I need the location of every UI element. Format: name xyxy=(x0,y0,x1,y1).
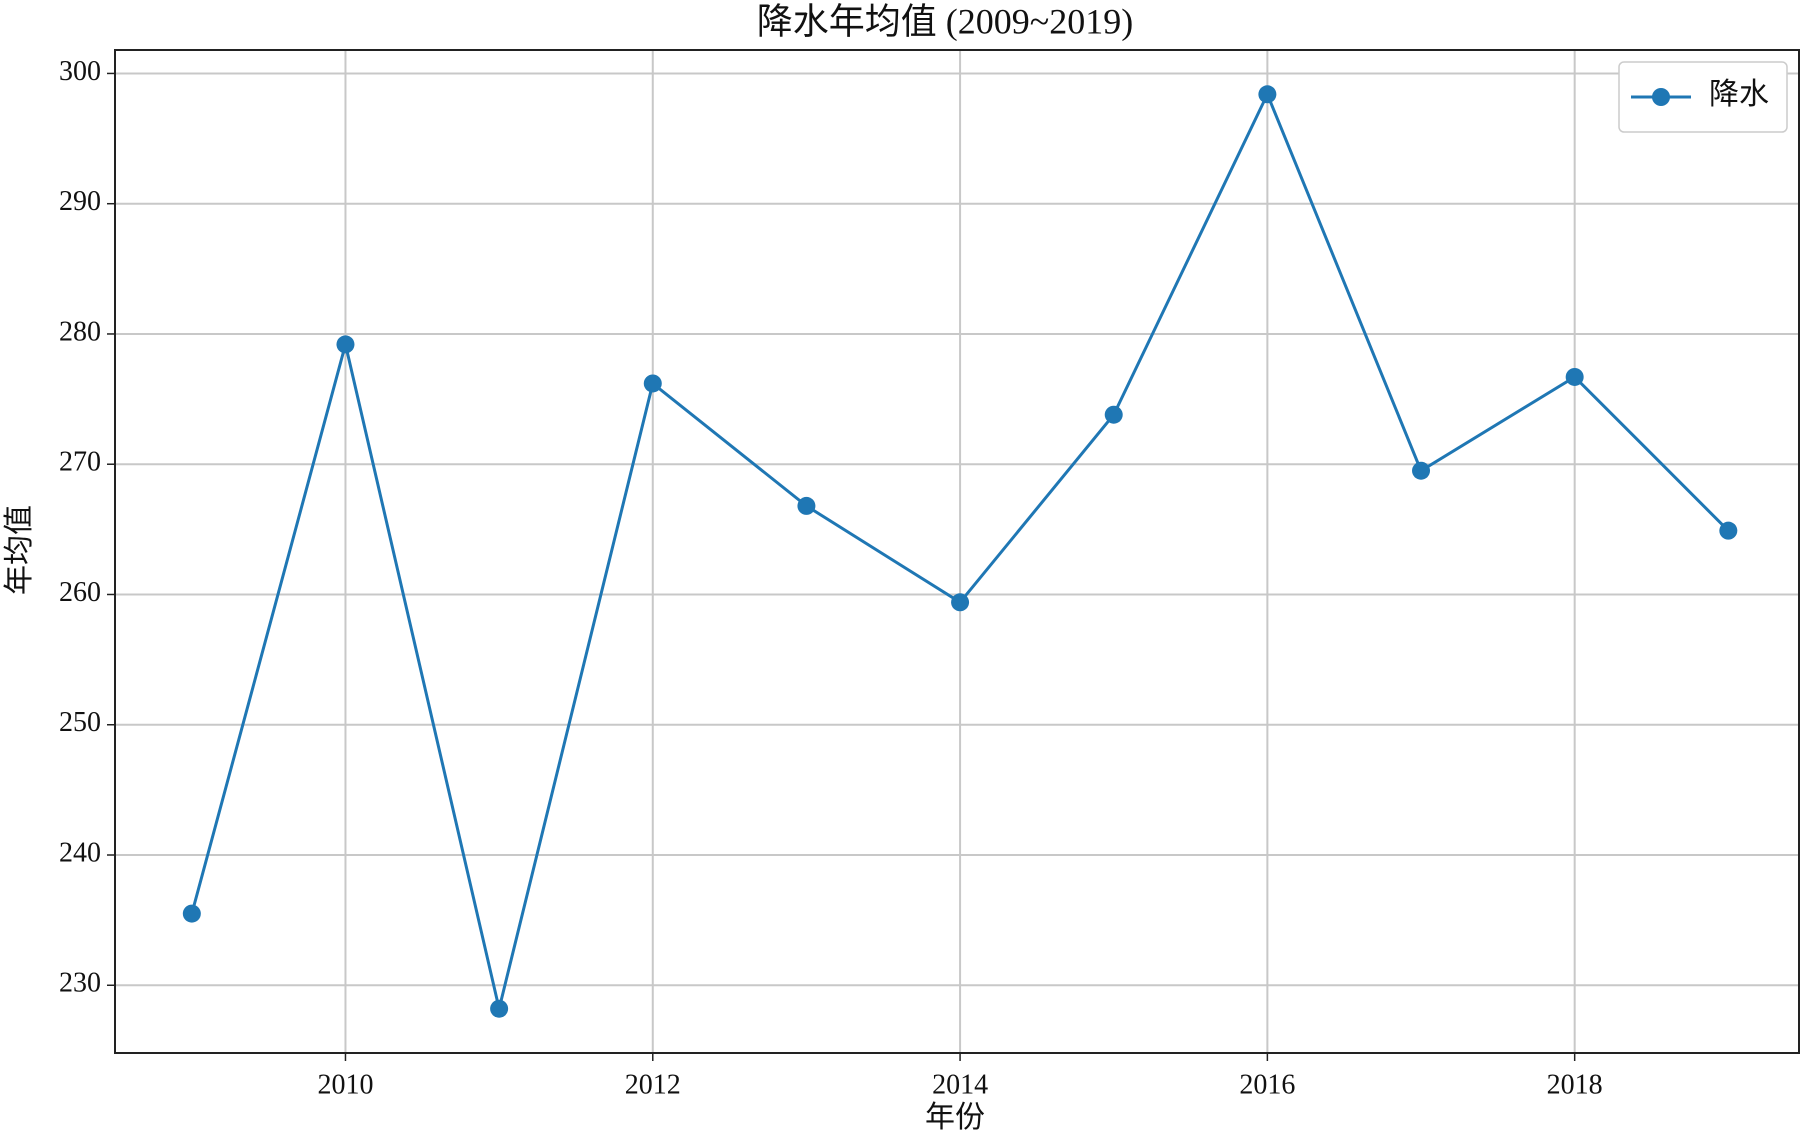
x-axis-label: 年份 xyxy=(925,1101,985,1134)
point xyxy=(1258,85,1277,104)
legend-label: 降水 xyxy=(1709,78,1769,111)
point xyxy=(1412,461,1431,480)
plot-frame xyxy=(114,49,1800,1054)
x-tick-label: 2010 xyxy=(317,1069,373,1100)
x-tick-label: 2012 xyxy=(625,1069,681,1100)
y-tick-label: 260 xyxy=(59,577,101,608)
y-tick-label: 230 xyxy=(59,968,101,999)
legend-box xyxy=(1618,61,1788,133)
point xyxy=(490,999,509,1018)
y-tick-label: 270 xyxy=(59,447,101,478)
point xyxy=(182,904,201,923)
chart-title: 降水年均值 (2009~2019) xyxy=(757,1,1133,41)
x-tick-label: 2014 xyxy=(932,1069,988,1100)
point xyxy=(1719,521,1738,540)
point xyxy=(336,335,355,354)
point xyxy=(1565,367,1584,386)
point xyxy=(1104,405,1123,424)
point xyxy=(797,496,816,515)
point xyxy=(951,593,970,612)
x-tick-label: 2018 xyxy=(1547,1069,1603,1100)
x-tick-label: 2016 xyxy=(1239,1069,1295,1100)
point xyxy=(643,374,662,393)
y-axis-label: 年均值 xyxy=(3,505,36,595)
y-tick-label: 250 xyxy=(59,707,101,738)
y-tick-label: 240 xyxy=(59,837,101,868)
legend-marker xyxy=(1652,88,1670,106)
y-tick-label: 280 xyxy=(59,316,101,347)
y-tick-label: 300 xyxy=(59,56,101,87)
y-tick-label: 290 xyxy=(59,186,101,217)
